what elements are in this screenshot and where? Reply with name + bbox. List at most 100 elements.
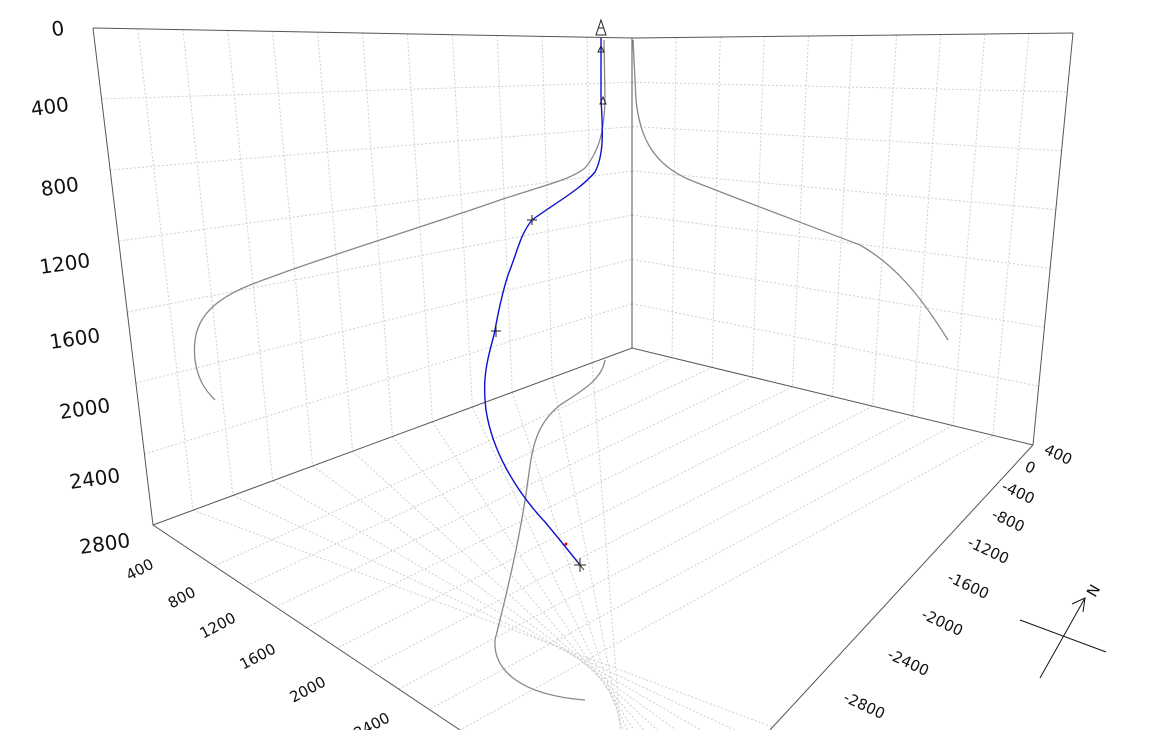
survey-markers xyxy=(491,44,607,572)
well-trajectory xyxy=(483,38,604,566)
floor-left-edge xyxy=(152,524,461,730)
grid-line xyxy=(832,35,853,397)
y-tick-label: -400 xyxy=(999,477,1037,508)
grid-line xyxy=(272,31,314,467)
well-path xyxy=(483,18,607,572)
grid-line xyxy=(244,366,713,587)
y-tick-label: -1200 xyxy=(965,533,1012,568)
grid-line xyxy=(192,509,774,728)
compass-label: N xyxy=(1083,581,1104,600)
y-tick-label: -2400 xyxy=(885,645,932,680)
wellhead-marker xyxy=(595,18,607,36)
grid-line xyxy=(275,376,753,608)
tick-labels: 0400800120016002000240028004008001200160… xyxy=(29,16,1075,730)
x-tick-label: 2400 xyxy=(351,709,393,730)
grid-line xyxy=(367,405,873,669)
grid-line xyxy=(451,34,473,408)
grid-line xyxy=(232,495,736,730)
y-tick-label: 400 xyxy=(1041,440,1075,468)
grid-line xyxy=(312,465,677,730)
depth-tick-label: 2800 xyxy=(78,528,132,559)
marker xyxy=(597,44,605,53)
marker xyxy=(491,325,501,337)
grid-line xyxy=(711,36,721,368)
grid-line xyxy=(952,33,986,426)
grid-line xyxy=(144,303,633,455)
grid-line xyxy=(398,415,913,690)
grid-line xyxy=(431,421,635,730)
floor-right-edge xyxy=(769,444,1034,730)
right-edge xyxy=(1032,32,1074,446)
grid-line xyxy=(110,126,633,171)
red-point xyxy=(564,542,568,546)
compass-north-line xyxy=(1039,597,1086,679)
marker xyxy=(599,95,607,105)
right-wall-projection xyxy=(632,39,949,341)
depth-tick-label: 0 xyxy=(50,16,66,42)
grid-line xyxy=(459,434,994,730)
grid-line xyxy=(791,35,809,387)
grid-line xyxy=(306,386,793,628)
x-tick-label: 1600 xyxy=(237,640,279,674)
grid-line xyxy=(671,37,677,358)
grid-line xyxy=(591,362,621,730)
grid-line xyxy=(272,480,702,730)
grid-line xyxy=(336,396,833,649)
top-edge xyxy=(92,27,1074,39)
floor-back-edges xyxy=(152,347,1034,526)
grid-line xyxy=(751,36,765,378)
floor-projection xyxy=(494,359,606,701)
grid-line xyxy=(471,406,628,730)
left-edge xyxy=(92,27,154,526)
grid-line xyxy=(137,28,194,511)
grid-line xyxy=(362,32,393,437)
y-tick-label: -2000 xyxy=(919,605,966,640)
grid-line xyxy=(135,258,633,384)
depth-tick-label: 2000 xyxy=(58,393,112,424)
x-tick-label: 400 xyxy=(123,555,157,584)
grid-line xyxy=(406,33,433,422)
box-edges xyxy=(92,27,1074,730)
grid-line xyxy=(392,436,645,730)
grid-line xyxy=(227,30,274,481)
x-tick-label: 800 xyxy=(165,583,199,612)
grid-line xyxy=(631,258,1045,328)
compass-arrow xyxy=(1071,597,1086,613)
grid-line xyxy=(429,425,954,710)
grid-line xyxy=(182,29,234,496)
y-tick-label: -800 xyxy=(989,505,1027,536)
grid-line xyxy=(992,33,1030,436)
grid-line xyxy=(631,81,1068,93)
grid xyxy=(101,28,1068,730)
depth-tick-label: 400 xyxy=(29,92,70,121)
left-wall-projection xyxy=(193,39,606,401)
grid-line xyxy=(551,377,622,730)
grid-line xyxy=(496,35,513,393)
grid-line xyxy=(127,214,633,313)
grid-line xyxy=(631,303,1039,387)
target-marker xyxy=(574,558,586,572)
y-tick-label: -2800 xyxy=(841,688,888,723)
grid-line xyxy=(872,34,898,407)
grid-line xyxy=(586,37,593,363)
x-tick-label: 1200 xyxy=(197,609,239,643)
grid-line xyxy=(541,36,553,378)
marker xyxy=(527,215,537,225)
projections xyxy=(193,39,949,701)
compass: N xyxy=(1019,581,1107,679)
y-tick-label: -1600 xyxy=(945,568,992,603)
depth-tick-label: 1600 xyxy=(48,323,102,354)
grid-line xyxy=(631,126,1062,152)
x-tick-label: 2000 xyxy=(287,673,329,707)
compass-east-line xyxy=(1019,619,1107,653)
grid-line xyxy=(631,214,1051,269)
grid-line xyxy=(317,32,354,452)
y-tick-label: 0 xyxy=(1022,457,1038,477)
grid-line xyxy=(912,34,942,416)
depth-tick-label: 1200 xyxy=(38,248,92,279)
grid-line xyxy=(631,170,1056,211)
depth-tick-label: 2400 xyxy=(68,463,122,494)
depth-tick-label: 800 xyxy=(39,172,80,201)
grid-line xyxy=(214,357,673,567)
